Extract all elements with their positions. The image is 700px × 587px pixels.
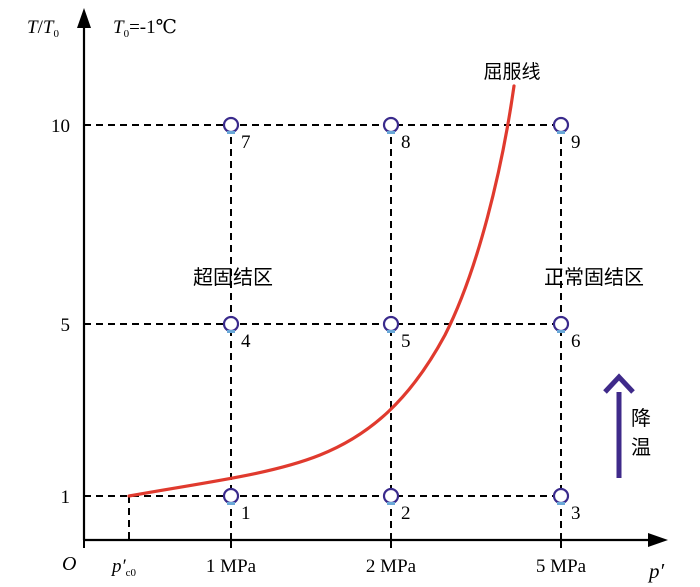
yield-curve: [127, 84, 516, 498]
sample-point-marker: [222, 116, 240, 134]
sample-point-label: 2: [401, 503, 411, 524]
sample-point-label: 6: [571, 331, 581, 352]
cooling-label-line2: 温: [631, 435, 651, 459]
sample-point-speck: [387, 502, 395, 505]
y-tick-label-1: 1: [61, 487, 71, 508]
sample-point-speck: [387, 131, 395, 134]
y-label-separator: /: [38, 17, 44, 38]
sample-point-marker: [552, 116, 570, 134]
condition-value: =-1℃: [129, 17, 177, 38]
condition-T0-subscript: 0: [124, 28, 130, 40]
sample-point-marker: [222, 315, 240, 333]
y-axis-label: T/T0: [27, 17, 59, 40]
sample-point-speck: [387, 330, 395, 333]
axes: [77, 8, 668, 548]
cooling-label-line1: 降: [631, 406, 651, 430]
sample-point: 9: [552, 116, 581, 153]
y-axis-arrowhead: [77, 8, 91, 28]
sample-point-marker: [382, 116, 400, 134]
sample-point-label: 9: [571, 132, 581, 153]
normally-consolidated-region-label: 正常固结区: [544, 265, 644, 289]
x-axis-arrowhead: [648, 533, 668, 547]
temperature-condition: T0=-1℃: [113, 17, 177, 40]
y-tick-label-10: 10: [51, 116, 70, 137]
sample-point-speck: [557, 131, 565, 134]
origin-label: O: [62, 553, 76, 575]
sample-point: 8: [382, 116, 411, 153]
sample-point: 5: [382, 315, 411, 352]
sample-point-speck: [227, 131, 235, 134]
sample-point-marker: [222, 487, 240, 505]
y-label-T0-subscript: 0: [53, 28, 59, 40]
sample-point-speck: [227, 330, 235, 333]
sample-points: 1 2 3 4 5 6 7 8 9: [222, 116, 581, 524]
sample-point: 3: [552, 487, 581, 524]
sample-point-marker: [552, 487, 570, 505]
sample-point-label: 4: [241, 331, 251, 352]
overconsolidated-region-label: 超固结区: [193, 265, 273, 289]
sample-point: 1: [222, 487, 251, 524]
condition-T0: T: [113, 17, 125, 38]
cooling-arrow-head: [603, 373, 635, 394]
sample-point-marker: [382, 487, 400, 505]
sample-point-speck: [227, 502, 235, 505]
sample-point-label: 7: [241, 132, 251, 153]
x-tick-label-5mpa: 5 MPa: [536, 556, 587, 577]
sample-point-label: 3: [571, 503, 581, 524]
yield-line-label: 屈服线: [483, 61, 540, 83]
sample-point-speck: [557, 330, 565, 333]
sample-point-label: 8: [401, 132, 411, 153]
sample-point-label: 1: [241, 503, 251, 524]
grid-lines: [84, 124, 562, 540]
x-tick-label-2mpa: 2 MPa: [366, 556, 417, 577]
x-tick-label-pc0: p′c0: [110, 556, 137, 579]
sample-point-marker: [382, 315, 400, 333]
x-axis-label: p′: [647, 559, 665, 583]
sample-point: 6: [552, 315, 581, 352]
sample-point: 7: [222, 116, 251, 153]
sample-point-label: 5: [401, 331, 411, 352]
cooling-arrow: [603, 373, 635, 478]
x-tick-label-1mpa: 1 MPa: [206, 556, 257, 577]
pc0-subscript: c0: [126, 567, 137, 579]
sample-point: 2: [382, 487, 411, 524]
y-label-T: T: [27, 17, 39, 38]
sample-point: 4: [222, 315, 251, 352]
pc0-main: p′: [110, 556, 127, 577]
y-tick-label-5: 5: [61, 315, 71, 336]
sample-point-marker: [552, 315, 570, 333]
y-label-T0: T: [43, 17, 55, 38]
sample-point-speck: [557, 502, 565, 505]
